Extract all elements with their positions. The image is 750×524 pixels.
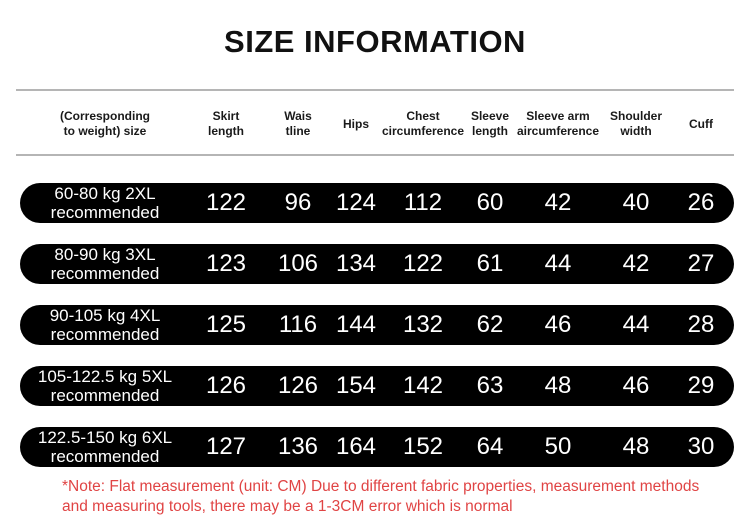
cell-sleeve-arm: 50 bbox=[544, 433, 572, 460]
cell-skirt-length: 127 bbox=[205, 433, 247, 460]
row-size-label: 60-80 kg 2XL recommended bbox=[50, 184, 160, 222]
cell-hips: 164 bbox=[335, 433, 377, 460]
column-header-size: (Corresponding to weight) size bbox=[60, 109, 150, 138]
cell-cuff: 27 bbox=[687, 250, 715, 277]
cell-shoulder-width: 46 bbox=[622, 372, 650, 399]
row-size-label: 105-122.5 kg 5XL recommended bbox=[37, 367, 173, 405]
column-header-cuff: Cuff bbox=[689, 116, 713, 131]
cell-shoulder-width: 44 bbox=[622, 311, 650, 338]
cell-shoulder-width: 48 bbox=[622, 433, 650, 460]
cell-cuff: 30 bbox=[687, 433, 715, 460]
column-header-hips: Hips bbox=[342, 116, 369, 131]
cell-waistline: 136 bbox=[277, 433, 319, 460]
cell-hips: 144 bbox=[335, 311, 377, 338]
table-row: 80-90 kg 3XL recommended 123 106 134 122… bbox=[20, 244, 734, 284]
cell-skirt-length: 123 bbox=[205, 250, 247, 277]
column-header-shoulder-width: Shoulder width bbox=[609, 109, 662, 138]
cell-sleeve-arm: 44 bbox=[544, 250, 572, 277]
column-header-waistline: Wais tline bbox=[284, 109, 312, 138]
table-header-row: (Corresponding to weight) size Skirt len… bbox=[20, 98, 734, 150]
cell-chest: 122 bbox=[402, 250, 444, 277]
row-size-label: 122.5-150 kg 6XL recommended bbox=[37, 428, 173, 466]
cell-sleeve-length: 64 bbox=[476, 433, 504, 460]
cell-sleeve-arm: 46 bbox=[544, 311, 572, 338]
cell-sleeve-arm: 42 bbox=[544, 189, 572, 216]
cell-waistline: 96 bbox=[284, 189, 312, 216]
cell-cuff: 28 bbox=[687, 311, 715, 338]
cell-cuff: 29 bbox=[687, 372, 715, 399]
column-header-sleeve-arm-circumference: Sleeve arm aircumference bbox=[516, 109, 600, 138]
column-header-sleeve-length: Sleeve length bbox=[470, 109, 510, 138]
cell-chest: 152 bbox=[402, 433, 444, 460]
cell-sleeve-length: 63 bbox=[476, 372, 504, 399]
cell-waistline: 116 bbox=[278, 311, 318, 338]
cell-sleeve-arm: 48 bbox=[544, 372, 572, 399]
note-line-1: *Note: Flat measurement (unit: CM) Due t… bbox=[62, 478, 700, 495]
measurement-note: *Note: Flat measurement (unit: CM) Due t… bbox=[62, 477, 707, 517]
row-size-label: 80-90 kg 3XL recommended bbox=[50, 245, 160, 283]
page-title: SIZE INFORMATION bbox=[224, 24, 526, 59]
cell-cuff: 26 bbox=[687, 189, 715, 216]
cell-hips: 134 bbox=[335, 250, 377, 277]
cell-shoulder-width: 40 bbox=[622, 189, 650, 216]
table-row: 122.5-150 kg 6XL recommended 127 136 164… bbox=[20, 427, 734, 467]
cell-hips: 124 bbox=[335, 189, 377, 216]
table-row: 60-80 kg 2XL recommended 122 96 124 112 … bbox=[20, 183, 734, 223]
cell-sleeve-length: 62 bbox=[476, 311, 504, 338]
table-row: 105-122.5 kg 5XL recommended 126 126 154… bbox=[20, 366, 734, 406]
cell-chest: 112 bbox=[403, 189, 443, 216]
column-header-chest-circumference: Chest circumference bbox=[381, 109, 465, 138]
cell-shoulder-width: 42 bbox=[622, 250, 650, 277]
cell-skirt-length: 122 bbox=[205, 189, 247, 216]
table-row: 90-105 kg 4XL recommended 125 116 144 13… bbox=[20, 305, 734, 345]
cell-sleeve-length: 60 bbox=[476, 189, 504, 216]
divider-header-bottom bbox=[16, 154, 734, 156]
cell-waistline: 106 bbox=[277, 250, 319, 277]
cell-hips: 154 bbox=[335, 372, 377, 399]
cell-chest: 132 bbox=[402, 311, 444, 338]
cell-skirt-length: 125 bbox=[205, 311, 247, 338]
row-size-label: 90-105 kg 4XL recommended bbox=[49, 306, 161, 344]
column-header-skirt-length: Skirt length bbox=[208, 109, 244, 138]
divider-top bbox=[16, 89, 734, 91]
note-line-2: and measuring tools, there may be a 1-3C… bbox=[62, 498, 513, 515]
cell-waistline: 126 bbox=[277, 372, 319, 399]
cell-sleeve-length: 61 bbox=[476, 250, 504, 277]
cell-skirt-length: 126 bbox=[205, 372, 247, 399]
cell-chest: 142 bbox=[402, 372, 444, 399]
